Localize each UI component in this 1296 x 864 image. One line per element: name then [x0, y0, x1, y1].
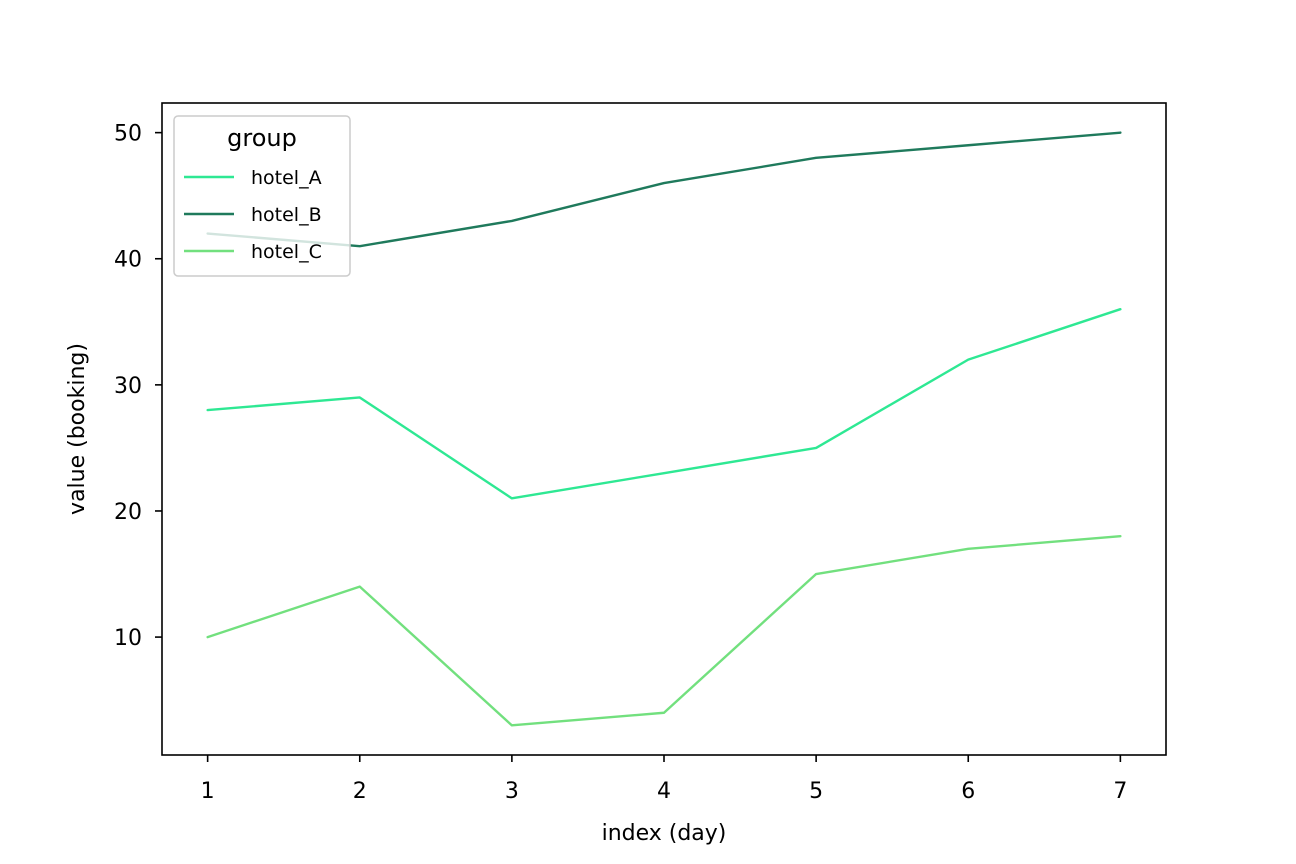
x-tick-label-3: 3 — [505, 779, 519, 804]
legend-box — [173, 115, 351, 277]
y-tick-label-30: 30 — [114, 374, 142, 399]
series-line-hotel-B — [206, 131, 1122, 248]
y-tick-label-50: 50 — [114, 122, 142, 147]
x-tick-label-1: 1 — [201, 779, 215, 804]
x-tick-label-6: 6 — [961, 779, 975, 804]
legend-label-hotel-b: hotel_B — [251, 204, 322, 226]
legend-label-hotel-c: hotel_C — [251, 241, 322, 263]
y-tick-label-10: 10 — [114, 626, 142, 651]
y-axis: 10 20 30 40 50 — [114, 122, 162, 651]
y-tick-label-20: 20 — [114, 500, 142, 525]
y-tick-label-40: 40 — [114, 248, 142, 273]
x-tick-label-4: 4 — [657, 779, 671, 804]
x-axis-label: index (day) — [602, 821, 727, 846]
series-line-hotel-C — [206, 535, 1122, 727]
x-axis: 1 2 3 4 5 6 7 — [201, 755, 1127, 804]
x-tick-label-2: 2 — [353, 779, 367, 804]
series-layer — [206, 131, 1122, 727]
y-axis-label: value (booking) — [65, 343, 90, 515]
x-tick-label-5: 5 — [809, 779, 823, 804]
x-tick-label-7: 7 — [1113, 779, 1127, 804]
legend: group hotel_A hotel_B hotel_C — [173, 115, 351, 277]
series-line-hotel-A — [206, 307, 1122, 500]
legend-label-hotel-a: hotel_A — [251, 167, 322, 189]
legend-title: group — [227, 124, 297, 152]
